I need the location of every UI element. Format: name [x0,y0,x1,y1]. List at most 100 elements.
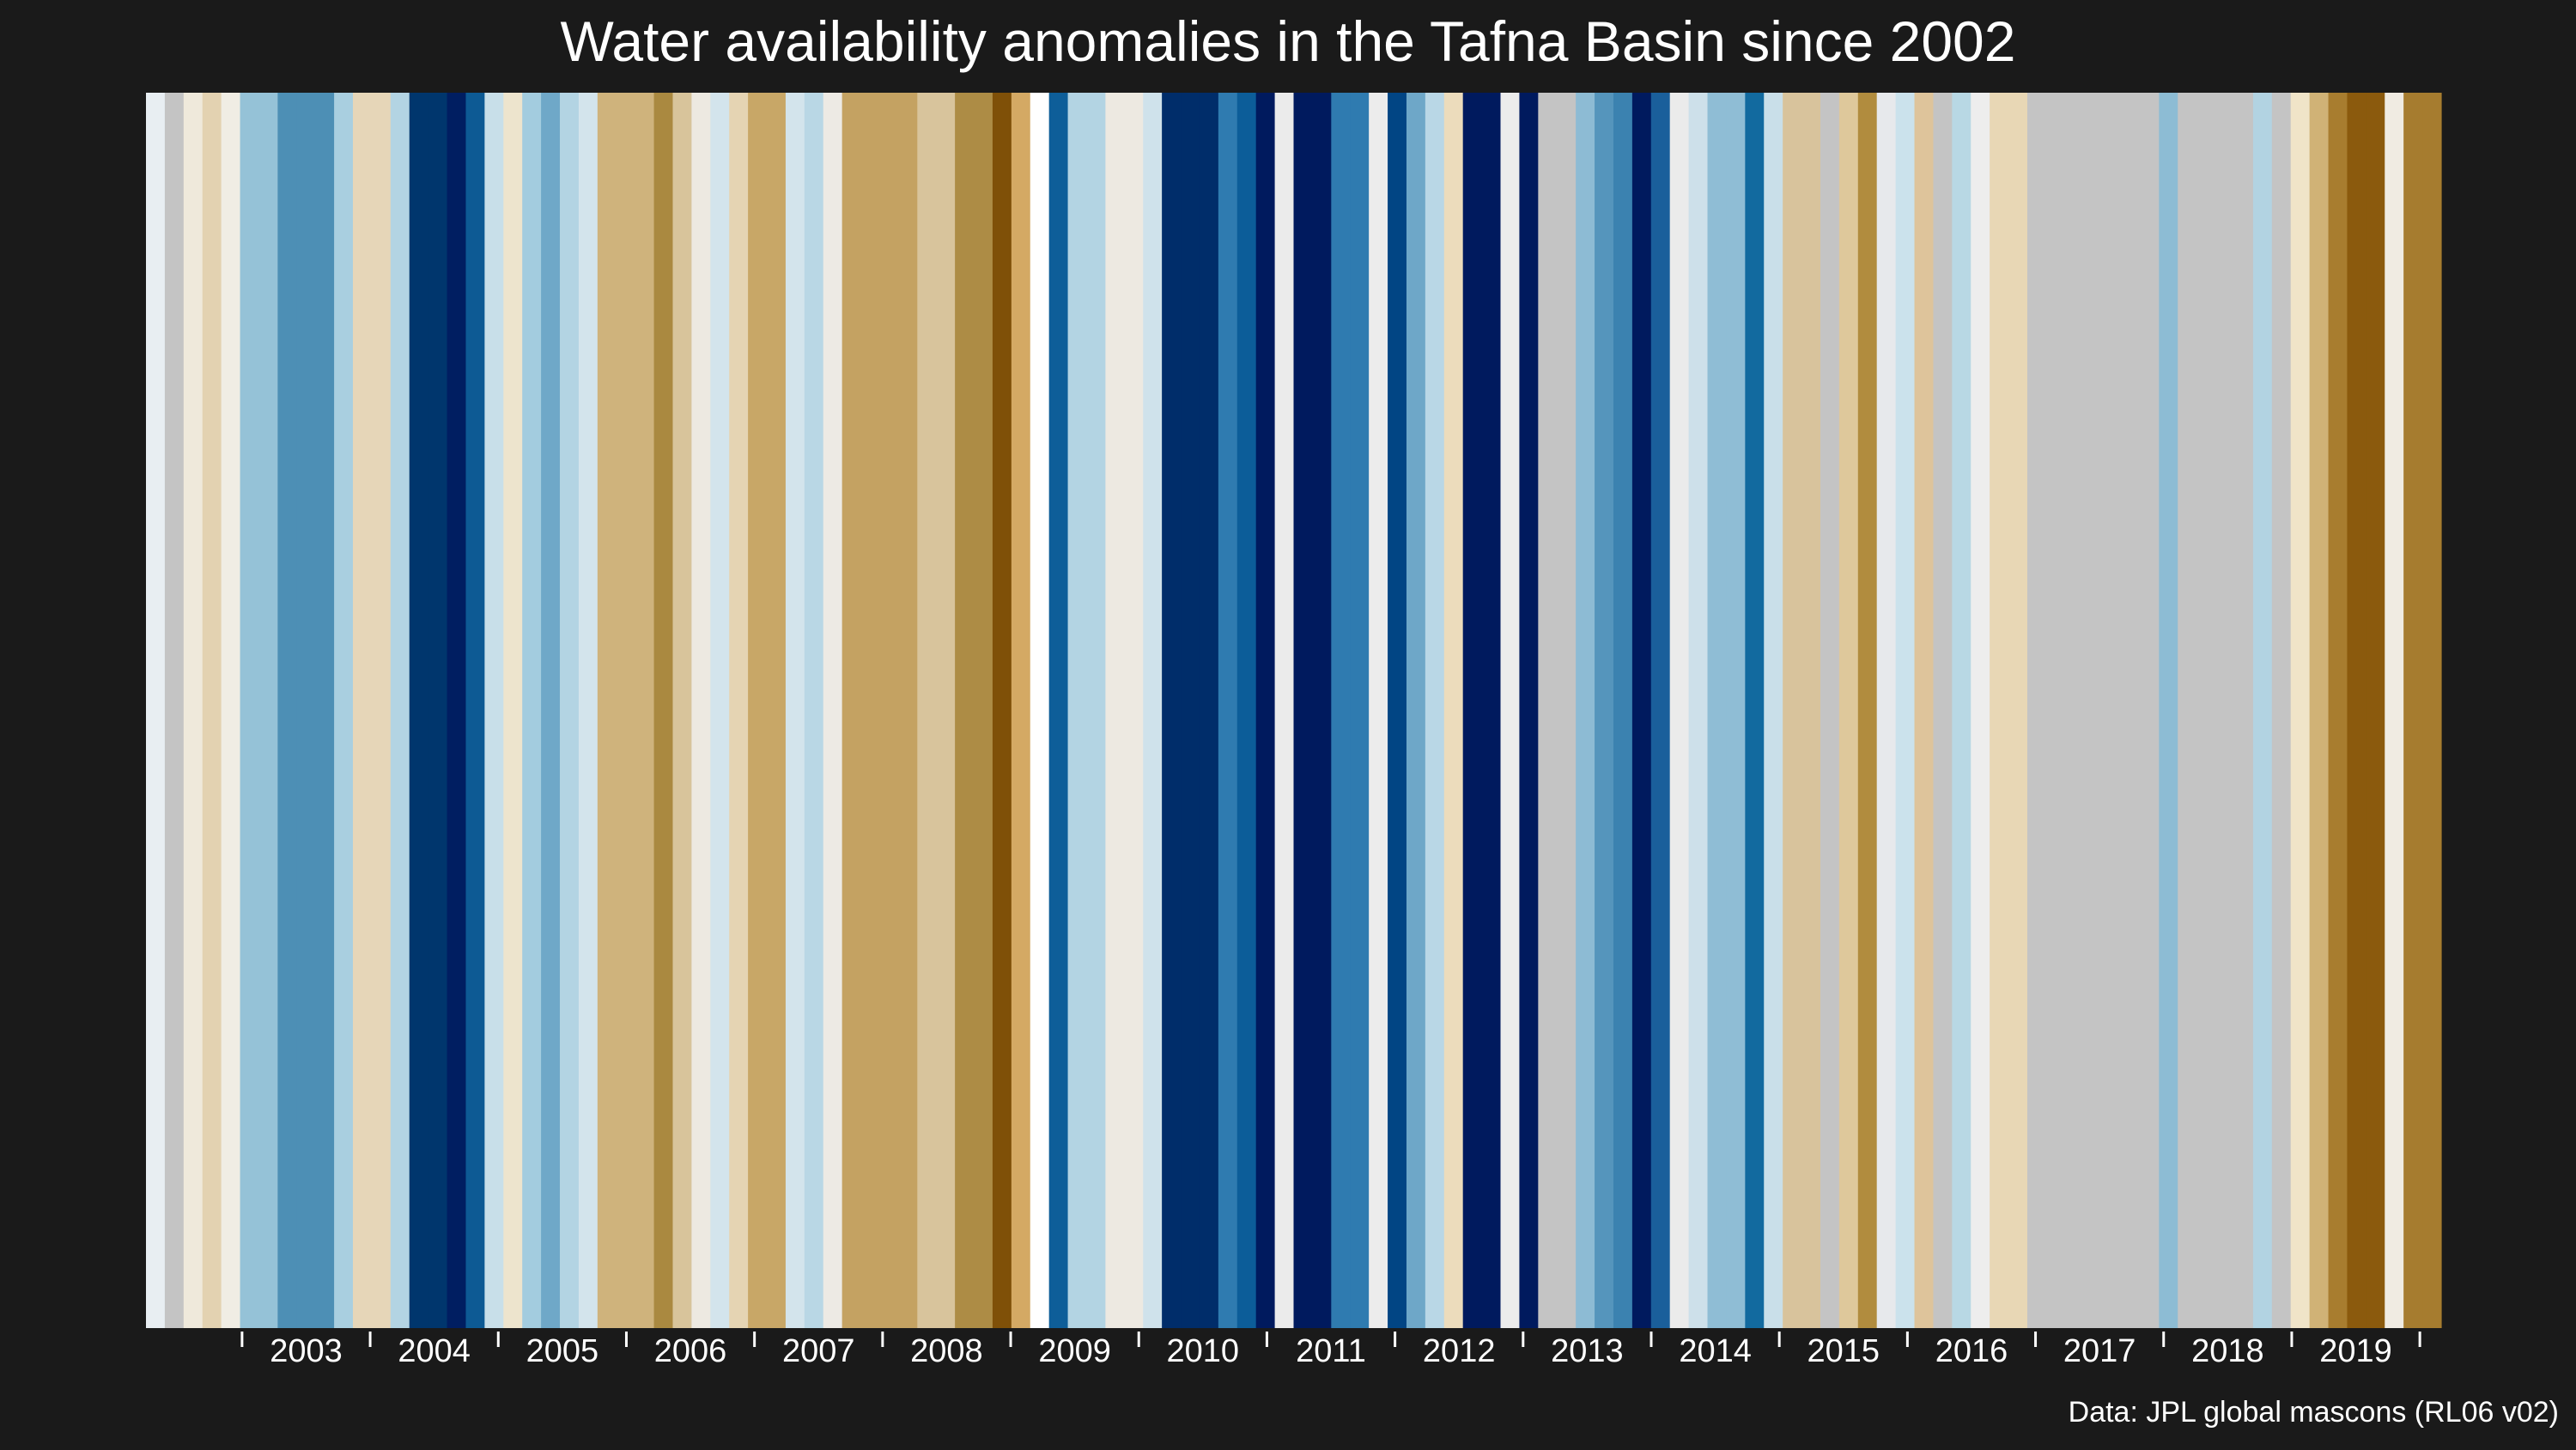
stripe [1557,93,1577,1328]
stripe [164,93,185,1328]
stripe [823,93,843,1328]
stripe [258,93,278,1328]
stripe [1538,93,1558,1328]
stripe [1236,93,1257,1328]
stripe [2064,93,2085,1328]
x-axis-tick-label: 2006 [654,1333,727,1369]
stripe [2385,93,2404,1328]
stripe [541,93,561,1328]
x-axis-tick-label: 2019 [2319,1333,2392,1369]
stripe [955,93,975,1328]
stripe [2045,93,2066,1328]
stripe [2403,93,2423,1328]
x-axis-tick-label: 2005 [526,1333,599,1369]
x-axis-labels: 2003 2004 2005 2006 2007 2008 2009 2010 2011 2012… [270,1333,2392,1369]
stripe [1895,93,1916,1328]
stripe [2309,93,2330,1328]
stripe [1952,93,1971,1328]
stripe [1011,93,1031,1328]
stripe [1425,93,1445,1328]
stripe [1669,93,1690,1328]
stripe [2083,93,2104,1328]
stripe [1857,93,1878,1328]
stripe [1143,93,1163,1328]
stripe [1218,93,1238,1328]
stripe [691,93,711,1328]
stripe [1631,93,1652,1328]
stripe [1199,93,1219,1328]
stripe [1481,93,1502,1328]
x-axis-tick-label: 2007 [782,1333,855,1369]
stripes-group [146,93,2442,1328]
stripe [1650,93,1671,1328]
stripe [202,93,222,1328]
stripe [1462,93,1483,1328]
stripe [1764,93,1783,1328]
stripe [277,93,297,1328]
x-axis-tick-label: 2017 [2063,1333,2136,1369]
stripe [296,93,316,1328]
stripe [146,93,166,1328]
stripe [1707,93,1728,1328]
stripe [2366,93,2385,1328]
stripe [672,93,692,1328]
stripe [1067,93,1088,1328]
x-axis-tick-label: 2015 [1807,1333,1880,1369]
stripe [2008,93,2028,1328]
stripe [2159,93,2178,1328]
stripe [2215,93,2235,1328]
stripe [917,93,937,1328]
stripe [1519,93,1539,1328]
x-axis-tick-label: 2013 [1551,1333,1624,1369]
stripe [2233,93,2254,1328]
stripe [522,93,542,1328]
stripe [1350,93,1370,1328]
stripe [1312,93,1332,1328]
stripe [1745,93,1765,1328]
stripe [1274,93,1295,1328]
stripe [2102,93,2123,1328]
stripe [748,93,768,1328]
stripe [2140,93,2160,1328]
stripe [992,93,1012,1328]
data-source-caption: Data: JPL global mascons (RL06 v02) [2068,1396,2559,1429]
x-axis-ticks [240,1332,2421,1347]
stripe [1990,93,2009,1328]
stripe [1971,93,1990,1328]
x-axis-tick-label: 2014 [1679,1333,1752,1369]
stripe [560,93,580,1328]
stripe [879,93,899,1328]
stripe [1726,93,1746,1328]
stripe [409,93,429,1328]
stripe [767,93,787,1328]
stripe [2422,93,2442,1328]
x-axis-tick-label: 2018 [2191,1333,2264,1369]
x-axis-tick-label: 2004 [398,1333,471,1369]
stripe [1293,93,1314,1328]
stripe [578,93,598,1328]
x-axis-tick-label: 2010 [1167,1333,1240,1369]
stripe [2026,93,2047,1328]
stripe [1933,93,1953,1328]
stripe [2196,93,2216,1328]
stripe [597,93,617,1328]
stripe [1914,93,1935,1328]
stripe [1331,93,1351,1328]
stripe [484,93,504,1328]
stripe [1086,93,1106,1328]
stripe [1576,93,1595,1328]
stripe [1105,93,1125,1328]
stripe [240,93,260,1328]
stripe [1838,93,1859,1328]
stripe [428,93,448,1328]
stripe [1443,93,1464,1328]
stripe [1613,93,1633,1328]
stripe [1255,93,1276,1328]
x-axis-tick-label: 2003 [270,1333,343,1369]
stripe [353,93,373,1328]
stripe [503,93,523,1328]
stripe [1876,93,1897,1328]
stripe [974,93,993,1328]
